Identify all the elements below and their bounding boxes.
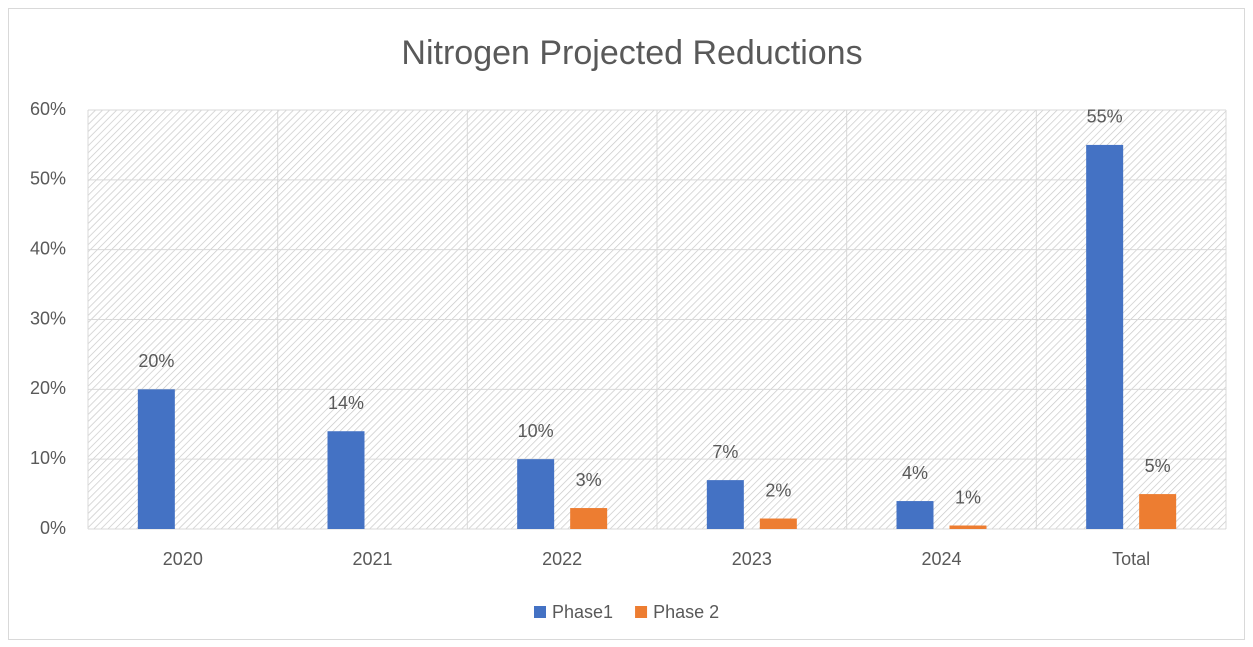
x-tick-label: 2021 [352, 549, 392, 569]
data-label: 7% [712, 442, 738, 462]
y-tick-label: 30% [30, 308, 66, 328]
bar [759, 518, 797, 529]
y-tick-label: 0% [40, 518, 66, 538]
legend-swatch [534, 606, 546, 618]
bar [1086, 144, 1124, 529]
data-label: 20% [138, 351, 174, 371]
legend-label: Phase 2 [653, 602, 719, 622]
data-label: 1% [955, 487, 981, 507]
data-label: 55% [1087, 107, 1123, 127]
x-tick-label: 2022 [542, 549, 582, 569]
bar [896, 501, 934, 529]
data-label: 10% [518, 421, 554, 441]
bar [517, 459, 555, 529]
bar [1139, 494, 1177, 529]
y-tick-label: 10% [30, 448, 66, 468]
data-label: 2% [765, 480, 791, 500]
legend-swatch [635, 606, 648, 618]
bar [949, 525, 987, 529]
y-tick-label: 60% [30, 99, 66, 119]
chart-title: Nitrogen Projected Reductions [401, 34, 862, 72]
data-label: 3% [576, 470, 602, 490]
legend-label: Phase1 [552, 602, 613, 622]
x-tick-label: Total [1112, 549, 1150, 569]
y-tick-label: 40% [30, 238, 66, 258]
data-label: 5% [1145, 456, 1171, 476]
y-tick-label: 50% [30, 169, 66, 189]
x-tick-label: 2020 [163, 549, 203, 569]
bar [137, 389, 175, 529]
x-tick-label: 2023 [732, 549, 772, 569]
bar [327, 431, 365, 529]
data-label: 14% [328, 393, 364, 413]
x-tick-label: 2024 [921, 549, 961, 569]
data-label: 4% [902, 463, 928, 483]
bar [706, 480, 744, 529]
bar [570, 508, 608, 529]
y-tick-label: 20% [30, 378, 66, 398]
